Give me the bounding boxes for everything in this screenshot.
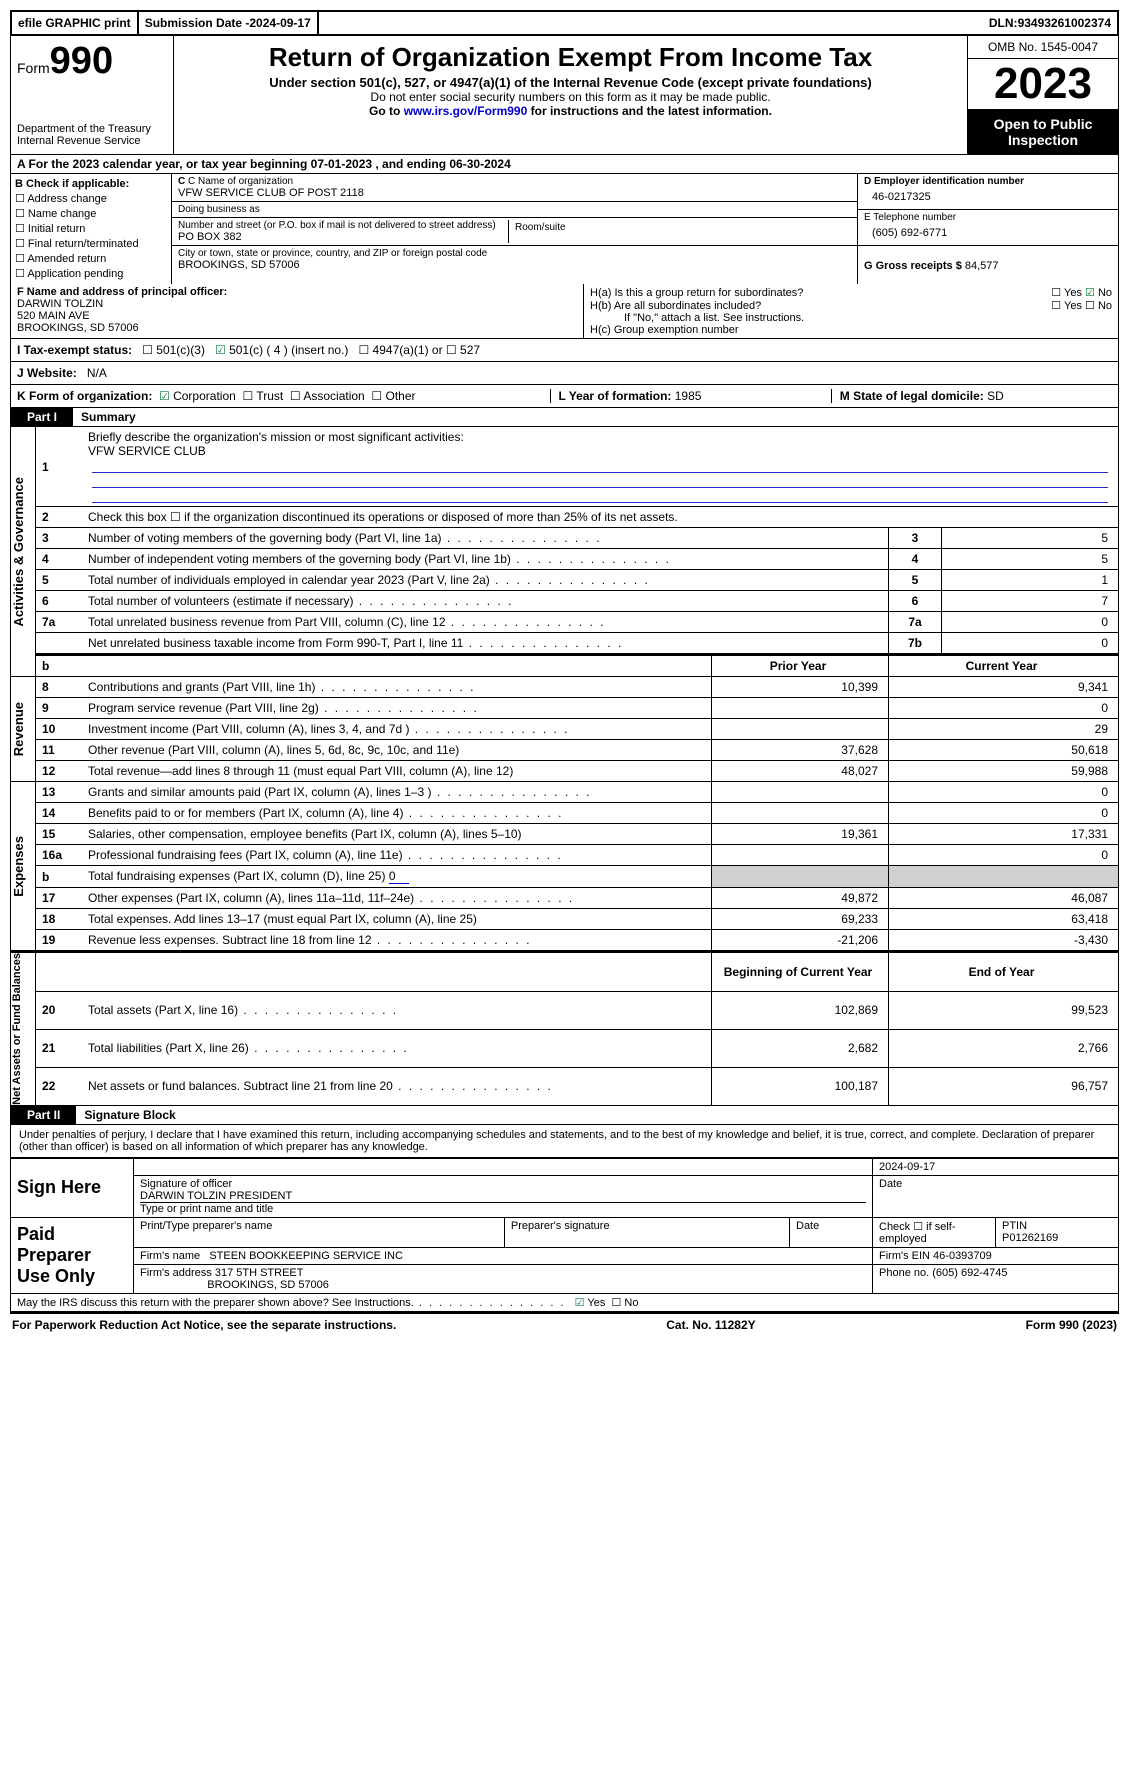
box-e-phone: E Telephone number (605) 692-6771 — [858, 210, 1118, 246]
dept-treasury: Department of the Treasury — [17, 123, 167, 135]
box-c-name: C C Name of organization VFW SERVICE CLU… — [172, 174, 857, 202]
side-expenses: Expenses — [11, 836, 35, 897]
box-c-city: City or town, state or province, country… — [172, 246, 857, 273]
box-b: B Check if applicable: Address change Na… — [11, 174, 172, 284]
chk-4947[interactable]: 4947(a)(1) or — [358, 343, 442, 357]
box-l-year: L Year of formation: 1985 — [550, 389, 831, 403]
sign-here-label: Sign Here — [11, 1158, 134, 1217]
box-j-website: J Website: N/A — [10, 362, 1119, 385]
top-bar: efile GRAPHIC print Submission Date - 20… — [10, 10, 1119, 36]
paid-preparer-label: Paid Preparer Use Only — [11, 1217, 134, 1293]
chk-other[interactable]: Other — [371, 389, 415, 403]
ssn-note: Do not enter social security numbers on … — [182, 90, 959, 104]
omb-number: OMB No. 1545-0047 — [968, 36, 1118, 59]
page-footer: For Paperwork Reduction Act Notice, see … — [10, 1312, 1119, 1336]
topbar-spacer — [319, 12, 983, 34]
side-revenue: Revenue — [11, 702, 35, 756]
form-subtitle: Under section 501(c), 527, or 4947(a)(1)… — [182, 75, 959, 90]
line-a-tax-year: A For the 2023 calendar year, or tax yea… — [10, 155, 1119, 174]
chk-initial-return[interactable]: Initial return — [15, 222, 167, 235]
form-number: Form990 — [17, 40, 167, 83]
discuss-yes[interactable]: Yes — [575, 1297, 606, 1309]
side-activities: Activities & Governance — [11, 477, 35, 627]
chk-application-pending[interactable]: Application pending — [15, 267, 167, 280]
part-2-header: Part II Signature Block — [10, 1106, 1119, 1125]
box-f-officer: F Name and address of principal officer:… — [11, 284, 584, 338]
chk-address-change[interactable]: Address change — [15, 192, 167, 205]
efile-label: efile GRAPHIC print — [12, 12, 139, 34]
open-to-public: Open to Public Inspection — [968, 110, 1118, 154]
chk-501c3[interactable]: 501(c)(3) — [142, 343, 205, 357]
box-c-address: Number and street (or P.O. box if mail i… — [172, 218, 857, 246]
hb-no[interactable]: No — [1085, 300, 1112, 312]
box-h: H(a) Is this a group return for subordin… — [584, 284, 1118, 338]
goto-note: Go to www.irs.gov/Form990 for instructio… — [182, 104, 959, 118]
perjury-declaration: Under penalties of perjury, I declare th… — [10, 1125, 1119, 1158]
box-g-gross: G Gross receipts $ 84,577 — [858, 246, 1118, 274]
signature-block: Sign Here 2024-09-17 Signature of office… — [10, 1158, 1119, 1312]
box-d-ein: D Employer identification number 46-0217… — [858, 174, 1118, 210]
tax-year: 2023 — [968, 59, 1118, 110]
box-k-l-m: K Form of organization: Corporation Trus… — [10, 385, 1119, 408]
ha-yes[interactable]: Yes — [1051, 287, 1082, 299]
hb-yes[interactable]: Yes — [1051, 300, 1082, 312]
chk-association[interactable]: Association — [290, 389, 365, 403]
form-title: Return of Organization Exempt From Incom… — [182, 42, 959, 73]
chk-final-return[interactable]: Final return/terminated — [15, 237, 167, 250]
side-netassets: Net Assets or Fund Balances — [11, 953, 35, 1105]
irs-link[interactable]: www.irs.gov/Form990 — [404, 104, 528, 118]
irs-label: Internal Revenue Service — [17, 135, 167, 147]
chk-501c[interactable]: 501(c) ( 4 ) (insert no.) — [215, 343, 348, 357]
dln: DLN: 93493261002374 — [983, 12, 1117, 34]
box-m-state: M State of legal domicile: SD — [831, 389, 1112, 403]
form-header: Form990 Department of the Treasury Inter… — [10, 36, 1119, 155]
ha-no[interactable]: No — [1085, 287, 1112, 299]
box-c-dba: Doing business as — [172, 202, 857, 218]
box-i-tax-status: I Tax-exempt status: 501(c)(3) 501(c) ( … — [10, 339, 1119, 362]
summary-table: Activities & Governance 1 Briefly descri… — [10, 427, 1119, 1106]
part-1-header: Part I Summary — [10, 408, 1119, 427]
chk-amended-return[interactable]: Amended return — [15, 252, 167, 265]
chk-527[interactable]: 527 — [446, 343, 480, 357]
chk-trust[interactable]: Trust — [242, 389, 283, 403]
chk-name-change[interactable]: Name change — [15, 207, 167, 220]
discuss-no[interactable]: No — [611, 1297, 638, 1309]
chk-corporation[interactable]: Corporation — [159, 389, 236, 403]
submission-date: Submission Date - 2024-09-17 — [139, 12, 319, 34]
